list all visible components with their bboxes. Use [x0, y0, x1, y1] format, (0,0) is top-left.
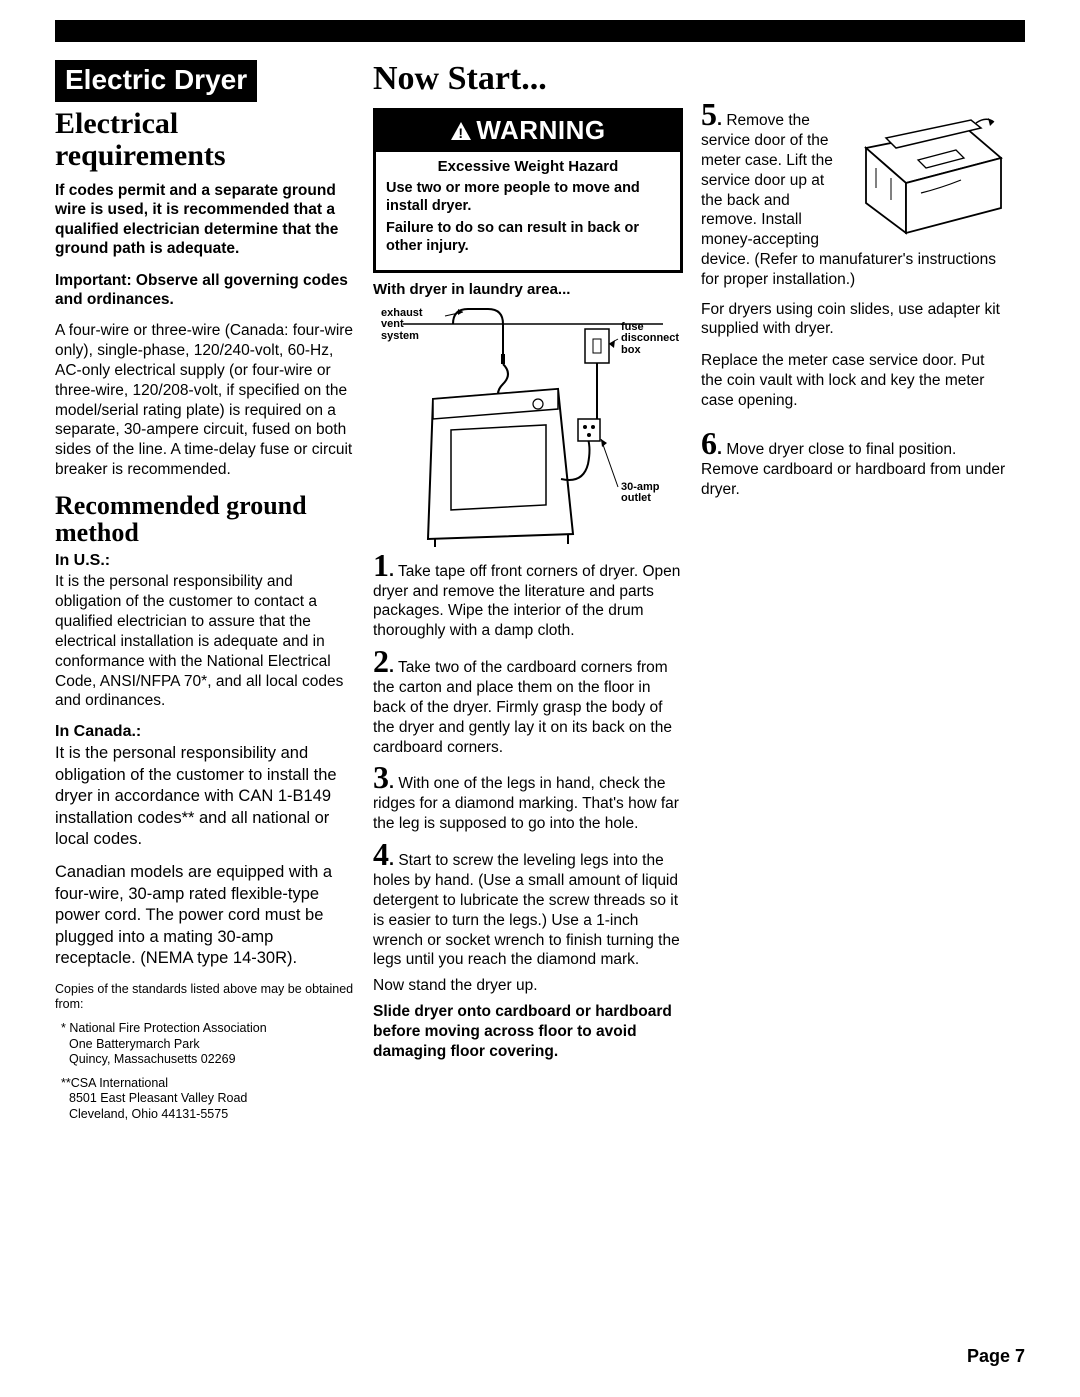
- step-2: 2. Take two of the cardboard corners fro…: [373, 655, 683, 757]
- footnote-nfpa: * National Fire Protection Association O…: [55, 1021, 355, 1068]
- column-1: Electric Dryer Electrical requirements I…: [55, 60, 355, 1131]
- warning-head-text: WARNING: [476, 115, 605, 145]
- step-6-text: Move dryer close to final position. Remo…: [701, 441, 1005, 498]
- step-1: 1. Take tape off front corners of dryer.…: [373, 559, 683, 642]
- warning-line1: Excessive Weight Hazard: [386, 158, 670, 175]
- page-number: Page 7: [967, 1346, 1025, 1367]
- step-3-text: With one of the legs in hand, check the …: [373, 775, 679, 832]
- step-4-num: 4: [373, 836, 389, 872]
- step-4b: Now stand the dryer up.: [373, 976, 683, 996]
- warning-triangle-icon: !: [450, 121, 472, 141]
- label-outlet: 30-amp outlet: [621, 482, 660, 505]
- step-2-text: Take two of the cardboard corners from t…: [373, 659, 672, 756]
- step-6-num: 6: [701, 425, 717, 461]
- step-5-num: 5: [701, 96, 717, 132]
- label-exhaust: exhaust vent system: [381, 308, 423, 343]
- step-5b: For dryers using coin slides, use adapte…: [701, 300, 1006, 340]
- canada-body-1: It is the personal responsibility and ob…: [55, 743, 355, 850]
- us-body: It is the personal responsibility and ob…: [55, 572, 355, 711]
- electrical-body: A four-wire or three-wire (Canada: four-…: [55, 321, 355, 480]
- step-3: 3. With one of the legs in hand, check t…: [373, 771, 683, 834]
- warning-line2: Use two or more people to move and insta…: [386, 179, 670, 215]
- footnote-intro: Copies of the standards listed above may…: [55, 982, 355, 1013]
- warning-line3: Failure to do so can result in back or o…: [386, 219, 670, 255]
- intro-bold-1: If codes permit and a separate ground wi…: [55, 181, 355, 259]
- canada-body-2: Canadian models are equipped with a four…: [55, 862, 355, 969]
- column-2: Now Start... ! WARNING Excessive Weight H…: [373, 60, 683, 1131]
- page-columns: Electric Dryer Electrical requirements I…: [55, 60, 1025, 1131]
- us-heading: In U.S.:: [55, 552, 355, 570]
- laundry-diagram: exhaust vent system fuse disconnect box …: [373, 304, 683, 549]
- header-black-bar: [55, 20, 1025, 42]
- step-6: 6. Move dryer close to final position. R…: [701, 437, 1006, 500]
- step-4-text: Start to screw the leveling legs into th…: [373, 852, 680, 968]
- column-3: 5. Remove the service door of the meter …: [701, 60, 1006, 1131]
- diagram-caption: With dryer in laundry area...: [373, 281, 683, 298]
- step-5: 5. Remove the service door of the meter …: [701, 108, 1006, 290]
- step-4c: Slide dryer onto cardboard or hardboard …: [373, 1002, 683, 1061]
- warning-body: Excessive Weight Hazard Use two or more …: [376, 152, 680, 270]
- intro-bold-2: Important: Observe all governing codes a…: [55, 271, 355, 310]
- label-fuse: fuse disconnect box: [621, 322, 679, 357]
- section-badge: Electric Dryer: [55, 60, 257, 102]
- step-1-num: 1: [373, 547, 389, 583]
- electrical-requirements-heading: Electrical requirements: [55, 108, 355, 171]
- meter-case-figure: [856, 108, 1006, 238]
- step-1-text: Take tape off front corners of dryer. Op…: [373, 563, 680, 640]
- warning-box: ! WARNING Excessive Weight Hazard Use two…: [373, 108, 683, 273]
- step-5c: Replace the meter case service door. Put…: [701, 351, 1006, 410]
- footnote-csa: **CSA International 8501 East Pleasant V…: [55, 1076, 355, 1123]
- step-4: 4. Start to screw the leveling legs into…: [373, 848, 683, 970]
- step-2-num: 2: [373, 643, 389, 679]
- svg-text:!: !: [459, 125, 464, 141]
- canada-heading: In Canada.:: [55, 723, 355, 741]
- step-3-num: 3: [373, 759, 389, 795]
- now-start-heading: Now Start...: [373, 60, 683, 98]
- ground-method-heading: Recommended ground method: [55, 492, 355, 547]
- warning-head: ! WARNING: [376, 111, 680, 152]
